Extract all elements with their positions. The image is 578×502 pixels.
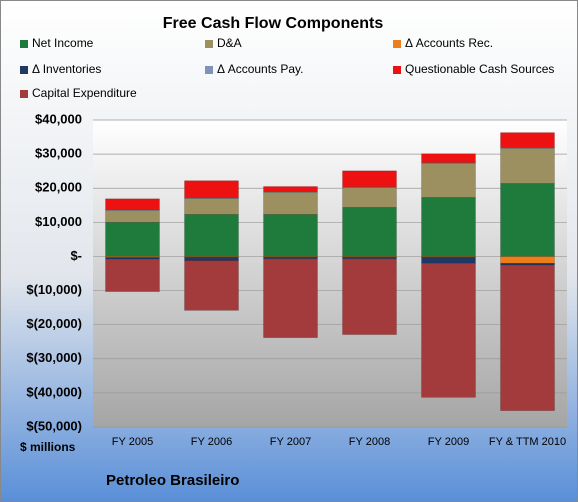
bar-segment [184,180,239,199]
y-tick-label: $(30,000) [26,350,82,365]
legend-swatch [20,90,28,98]
x-tick-label: FY 2005 [112,436,153,448]
legend-label: Net Income [32,36,94,50]
bar-segment [184,256,239,261]
plot-area [93,120,567,427]
legend-swatch [20,40,28,48]
legend-swatch [393,40,401,48]
legend-swatch [393,66,401,74]
bar-segment [421,197,476,257]
x-tick-label: FY 2008 [349,436,390,448]
bar-segment [184,260,239,311]
bar-segment [342,207,397,257]
x-tick-label: FY 2009 [428,436,469,448]
bar-segment [342,187,397,208]
legend-label: D&A [217,36,242,50]
bars [105,132,555,411]
chart-title: Free Cash Flow Components [163,15,384,32]
bar-segment [263,258,318,338]
bar-segment [500,264,555,411]
bar-segment [263,192,318,215]
legend-label: Capital Expenditure [32,86,137,100]
legend-swatch [20,66,28,74]
y-axis-label: $ millions [20,440,76,454]
bar-segment [184,214,239,257]
bar-segment [421,256,476,264]
legend-label: Δ Accounts Rec. [405,36,493,50]
legend-label: Questionable Cash Sources [405,62,554,76]
bar-segment [342,258,397,335]
bar-segment [342,170,397,188]
legend-swatch [205,40,213,48]
bar-segment [105,210,160,223]
y-tick-label: $(10,000) [26,282,82,297]
legend-label: Δ Accounts Pay. [217,62,304,76]
bar-segment [500,256,555,264]
y-tick-label: $(50,000) [26,418,82,433]
legend-swatch [205,66,213,74]
y-tick-label: $30,000 [35,146,82,161]
labels: $(50,000) $(40,000) $(30,000) $(20,000) $(10… [20,36,566,448]
bar-segment [105,258,160,292]
footer: Petroleo Brasileiro [106,472,239,489]
y-tick-label: $(20,000) [26,316,82,331]
bar-segment [184,198,239,215]
y-tick-label: $(40,000) [26,384,82,399]
bar-segment [500,148,555,184]
x-tick-label: FY & TTM 2010 [489,436,566,448]
bar-segment [421,163,476,198]
y-tick-label: $- [70,248,82,263]
bar-segment [500,132,555,148]
y-tick-label: $40,000 [35,111,82,126]
bar-segment [105,198,160,211]
grid [93,119,567,428]
bar-segment [421,153,476,163]
x-tick-label: FY 2007 [270,436,311,448]
bar-segment [421,262,476,398]
y-tick-label: $20,000 [35,180,82,195]
x-tick-label: FY 2006 [191,436,232,448]
y-tick-label: $10,000 [35,214,82,229]
bar-segment [500,183,555,257]
legend-label: Δ Inventories [32,62,101,76]
bar-segment [263,214,318,257]
bar-segment [263,186,318,192]
bar-segment [105,222,160,257]
